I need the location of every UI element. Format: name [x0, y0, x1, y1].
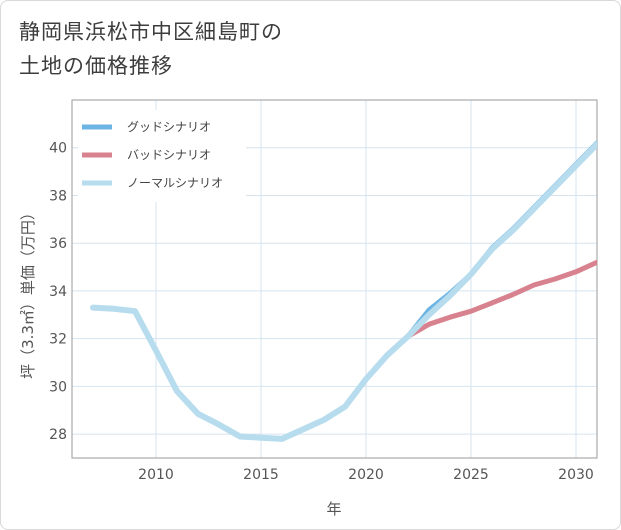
chart-title-line-1: 静岡県浜松市中区細島町の: [19, 20, 283, 44]
series-line-2: [90, 141, 597, 442]
y-axis-ticks: 28 30 32 34 36 38 40: [49, 141, 67, 443]
x-axis-title: 年: [326, 500, 341, 518]
chart-title-line-2: 土地の価格推移: [19, 54, 173, 78]
legend-label: グッドシナリオ: [127, 120, 211, 134]
series-layer: [90, 140, 597, 442]
grid-lines: [72, 100, 597, 458]
x-axis-ticks: 2010 2015 2020 2025 2030: [138, 467, 594, 483]
y-tick-label: 30: [49, 379, 67, 395]
x-tick-label: 2030: [558, 467, 594, 483]
y-tick-label: 40: [49, 141, 67, 157]
plot-frame: [71, 99, 598, 459]
legend-label: バッドシナリオ: [127, 148, 211, 162]
x-tick-label: 2025: [453, 467, 489, 483]
x-tick-label: 2015: [243, 467, 279, 483]
x-tick-label: 2020: [348, 467, 384, 483]
x-tick-label: 2010: [138, 467, 174, 483]
y-tick-label: 34: [49, 284, 67, 300]
y-tick-label: 36: [49, 236, 67, 252]
y-tick-label: 32: [49, 332, 67, 348]
y-tick-label: 38: [49, 188, 67, 204]
y-tick-label: 28: [49, 427, 67, 443]
y-axis-title: 坪（3.3㎡）単価（万円）: [19, 205, 37, 379]
series-line-1: [405, 259, 597, 339]
chart-title: 静岡県浜松市中区細島町の 土地の価格推移: [19, 15, 283, 83]
legend-label: ノーマルシナリオ: [127, 176, 223, 190]
